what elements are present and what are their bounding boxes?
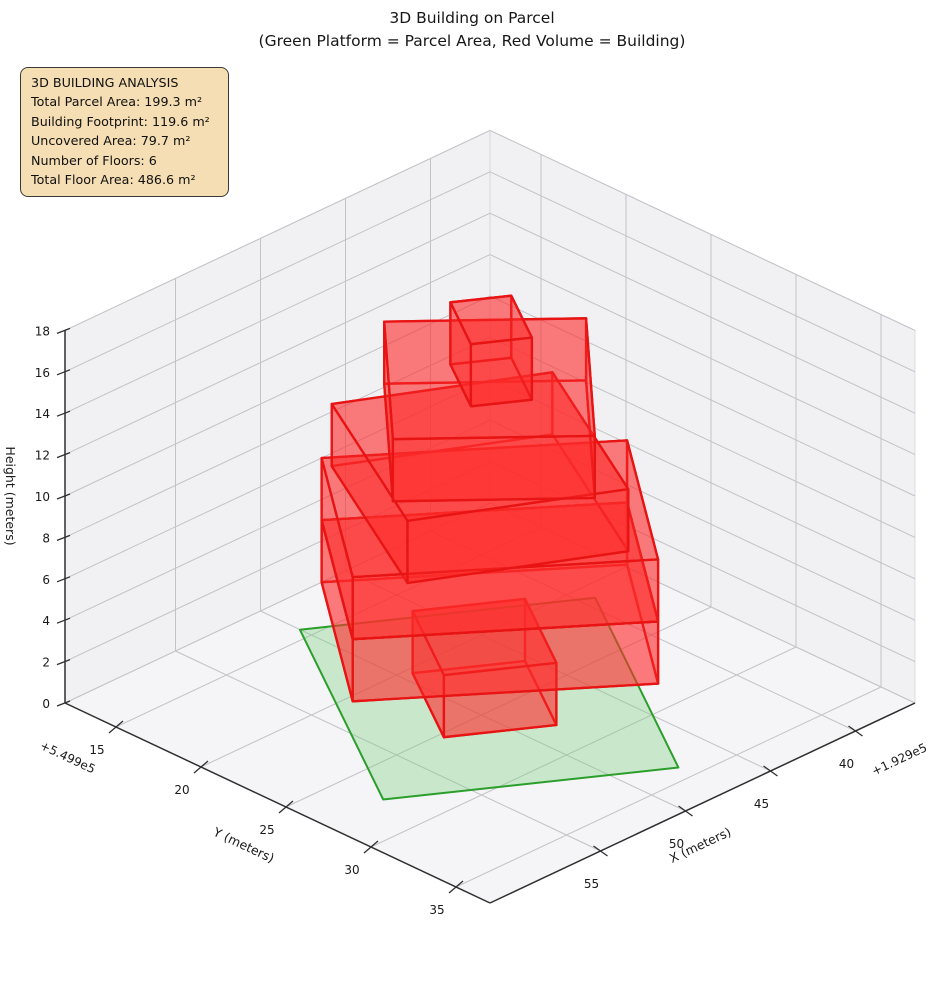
svg-text:50: 50 (669, 837, 684, 851)
svg-text:45: 45 (754, 797, 769, 811)
title-block: 3D Building on Parcel (Green Platform = … (0, 7, 944, 53)
chart-title: 3D Building on Parcel (389, 9, 555, 27)
info-box-line-uncovered: Uncovered Area: 79.7 m² (31, 133, 191, 149)
svg-text:0: 0 (42, 697, 50, 711)
tick-marks (56, 327, 863, 894)
info-box-line-total-floor: Total Floor Area: 486.6 m² (31, 172, 196, 188)
svg-text:16: 16 (35, 366, 50, 380)
info-box-line-parcel-area: Total Parcel Area: 199.3 m² (31, 94, 203, 110)
svg-text:14: 14 (35, 407, 50, 421)
svg-text:35: 35 (429, 903, 444, 917)
info-box-line-num-floors: Number of Floors: 6 (31, 152, 157, 168)
svg-text:20: 20 (174, 783, 189, 797)
svg-text:8: 8 (42, 531, 50, 545)
svg-text:25: 25 (259, 823, 274, 837)
svg-text:10: 10 (35, 490, 50, 504)
z-axis-label: Height (meters) (3, 446, 18, 545)
x-axis-offset-text: +1.929e5 (869, 740, 929, 778)
analysis-info-box: 3D BUILDING ANALYSIS Total Parcel Area: … (20, 67, 229, 198)
svg-text:40: 40 (839, 757, 854, 771)
axis-spines (64, 330, 916, 904)
svg-text:4: 4 (42, 614, 50, 628)
info-box-title: 3D BUILDING ANALYSIS (31, 75, 179, 90)
svg-text:6: 6 (42, 573, 50, 587)
svg-text:30: 30 (344, 863, 359, 877)
parcel-and-building (298, 294, 680, 801)
info-box-line-footprint: Building Footprint: 119.6 m² (31, 113, 210, 129)
svg-text:2: 2 (42, 656, 50, 670)
grid-lines (64, 129, 916, 888)
svg-text:12: 12 (35, 449, 50, 463)
svg-text:15: 15 (89, 743, 104, 757)
svg-text:55: 55 (584, 877, 599, 891)
svg-text:18: 18 (35, 324, 50, 338)
chart-subtitle: (Green Platform = Parcel Area, Red Volum… (258, 32, 686, 50)
